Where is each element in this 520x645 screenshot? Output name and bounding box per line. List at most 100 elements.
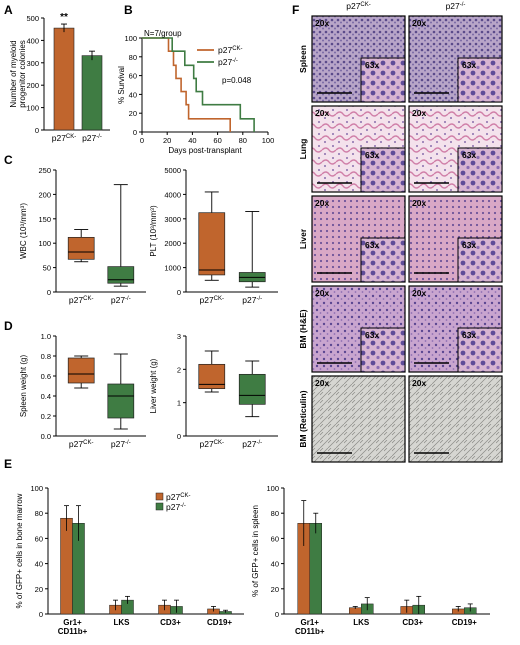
panel-b-series-ck (142, 37, 231, 132)
panel-d-spleen-ytick-label-1: 0.2 (41, 412, 51, 421)
panel-c-plt-ytick-label-3: 3000 (164, 215, 181, 224)
histology-inset-2-ck (360, 237, 406, 283)
histology-col-header-ck: p27CK- (346, 1, 371, 11)
panel-d-spleen-box-ck (67, 357, 95, 384)
panel-a-xlabel-ck: p27CK- (52, 133, 77, 143)
panel-c-plt-ylabel: PLT (10³/mm³) (149, 205, 158, 257)
panel-letter-a: A (4, 3, 13, 17)
panel-e-spleen-ytick-label-3: 60 (271, 534, 279, 543)
histology-mag-1-null: 20x (412, 108, 426, 118)
histology-inset-mag-3-ck: 63x (365, 330, 379, 340)
panel-e-spleen-ytick-label-4: 80 (271, 509, 279, 518)
panel-e-bm-xlabel-3: CD19+ (207, 618, 232, 627)
panel-b-note: N=7/group (144, 29, 182, 38)
panel-letter-e: E (4, 457, 12, 471)
panel-c-plt-ytick-label-1: 1000 (164, 264, 181, 273)
panel-d-spleen-ytick-label-0: 0.0 (41, 432, 51, 441)
panel-e-bm-ytick-label-5: 100 (30, 484, 43, 493)
panel-b-series-null (142, 37, 255, 132)
panel-e-bm-ytick-label-4: 80 (35, 509, 43, 518)
histology-row-label-2: Liver (298, 228, 308, 249)
panel-b-ytick-label-2: 40 (129, 90, 137, 99)
panel-c-wbc-ytick-label-4: 200 (38, 190, 51, 199)
panel-e-bm-ytick-label-2: 40 (35, 560, 43, 569)
panel-letter-f: F (292, 3, 299, 17)
histology-inset-mag-0-ck: 63x (365, 60, 379, 70)
panel-a-bar-null (81, 55, 103, 131)
panel-b-xlabel: Days post-transplant (168, 146, 242, 155)
panel-c-wbc-ytick-label-3: 150 (38, 215, 51, 224)
panel-b-xtick-label-5: 100 (262, 136, 275, 145)
histology-inset-2-null (457, 237, 503, 283)
panel-d-spleen-ytick-label-3: 0.6 (41, 372, 51, 381)
histology-inset-mag-1-null: 63x (462, 150, 476, 160)
panel-c-plt-box-ck (198, 212, 226, 276)
histology-inset-0-null (457, 57, 503, 103)
panel-a-xlabel-null: p27-/- (82, 133, 102, 143)
panel-c-plt-xlabel-null: p27-/- (242, 295, 262, 305)
panel-e-legend-label-1: p27-/- (166, 502, 186, 512)
histology-mag-2-ck: 20x (315, 198, 329, 208)
panel-b-xtick-label-1: 20 (163, 136, 171, 145)
panel-c-wbc-box-ck (67, 236, 95, 260)
histology-row-label-0: Spleen (298, 45, 308, 73)
panel-c-plt-ytick-label-5: 5000 (164, 166, 181, 175)
histology-inset-3-ck (360, 327, 406, 373)
histology-inset-mag-3-null: 63x (462, 330, 476, 340)
panel-d-liver-box-ck (198, 363, 226, 390)
panel-b-ytick-label-3: 60 (129, 72, 137, 81)
panel-e-bm-xlabel-0-line1: Gr1+ (63, 618, 82, 627)
histology-inset-1-ck (360, 147, 406, 193)
panel-d-liver-xlabel-null: p27-/- (242, 439, 262, 449)
panel-c-plt-ytick-label-4: 4000 (164, 190, 181, 199)
panel-d-liver-ylabel: Liver weight (g) (149, 358, 158, 413)
panel-d-spleen-ytick-label-2: 0.4 (41, 392, 51, 401)
panel-a-ylabel-line1: Number of myeloid (9, 40, 18, 107)
panel-e-bm-ytick-label-1: 20 (35, 585, 43, 594)
panel-c-wbc-ylabel: WBC (10³/mm³) (19, 203, 28, 259)
panel-e-bm-bar-ck-0 (60, 517, 73, 615)
panel-c-plt-ytick-label-2: 2000 (164, 239, 181, 248)
panel-b-xtick-label-3: 60 (213, 136, 221, 145)
panel-b-legend-label-0: p27CK- (218, 45, 243, 55)
histology-mag-0-null: 20x (412, 18, 426, 28)
panel-a-ytick-label-1: 100 (26, 104, 39, 113)
histology-inset-mag-2-ck: 63x (365, 240, 379, 250)
histology-mag-4-ck: 20x (315, 378, 329, 388)
panel-e-bm-ytick-label-0: 0 (39, 610, 43, 619)
panel-d-spleen-xlabel-null: p27-/- (111, 439, 131, 449)
panel-letter-d: D (4, 319, 13, 333)
panel-d-liver-ytick-label-3: 3 (177, 332, 181, 341)
panel-e-bm-xlabel-1: LKS (114, 618, 131, 627)
panel-e-spleen-ytick-label-0: 0 (275, 610, 279, 619)
histology-mag-3-ck: 20x (315, 288, 329, 298)
histology-mag-3-null: 20x (412, 288, 426, 298)
histology-mag-1-ck: 20x (315, 108, 329, 118)
panel-d-spleen-box-null (107, 383, 135, 419)
histology-tile-4-ck (311, 375, 406, 463)
panel-d-liver-xlabel-ck: p27CK- (199, 439, 224, 449)
panel-b-xtick-label-4: 80 (239, 136, 247, 145)
panel-e-spleen-xlabel-0-line2: CD11b+ (295, 627, 325, 636)
histology-inset-mag-1-ck: 63x (365, 150, 379, 160)
histology-col-header-null: p27-/- (446, 1, 466, 11)
histology-mag-0-ck: 20x (315, 18, 329, 28)
panel-e-bm-ylabel: % of GFP+ cells in bone marrow (15, 493, 24, 608)
histology-row-label-4: BM (Reticulin) (298, 390, 308, 447)
panel-b-xtick-label-0: 0 (140, 136, 144, 145)
panel-c-wbc-ytick-label-1: 50 (43, 264, 51, 273)
panel-e-spleen-ytick-label-2: 40 (271, 560, 279, 569)
panel-e-legend-swatch-0 (155, 492, 164, 501)
histology-inset-1-null (457, 147, 503, 193)
panel-a-ytick-label-0: 0 (35, 126, 39, 135)
panel-a-ytick-label-4: 400 (26, 36, 39, 45)
panel-b-ytick-label-4: 80 (129, 53, 137, 62)
panel-d-liver-ytick-label-0: 0 (177, 432, 181, 441)
histology-row-label-3: BM (H&E) (298, 309, 308, 348)
panel-c-wbc-ytick-label-0: 0 (47, 288, 51, 297)
panel-letter-b: B (124, 3, 133, 17)
panel-d-spleen-ytick-label-5: 1.0 (41, 332, 51, 341)
panel-a-bar-ck (53, 27, 75, 131)
panel-c-wbc-ytick-label-2: 100 (38, 239, 51, 248)
